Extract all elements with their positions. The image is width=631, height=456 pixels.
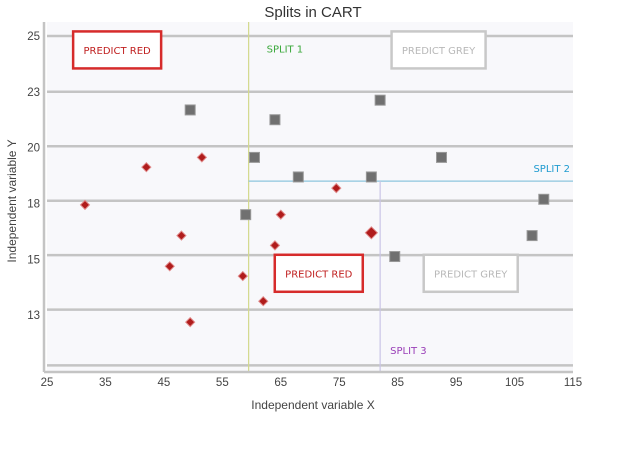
red-point bbox=[141, 161, 152, 173]
prediction-label: PREDICT GREY bbox=[434, 269, 508, 280]
axes: 25 35 45 55 65 75 85 95 105 115 25 23 20 18 15 13 bbox=[27, 22, 582, 389]
x-tick-label: 45 bbox=[157, 377, 170, 389]
red-point bbox=[275, 209, 286, 220]
y-tick-label: 13 bbox=[27, 310, 40, 322]
data-points bbox=[79, 56, 550, 328]
y-tick-label: 20 bbox=[27, 143, 40, 155]
grey-point bbox=[538, 193, 550, 205]
grey-point bbox=[184, 104, 196, 116]
grey-point bbox=[436, 151, 447, 163]
split-label: SPLIT 3 bbox=[390, 346, 427, 357]
red-point bbox=[164, 261, 175, 272]
split-label: SPLIT 2 bbox=[533, 164, 570, 175]
grey-point bbox=[240, 209, 252, 221]
prediction-label: PREDICT RED bbox=[84, 46, 151, 57]
prediction-box bbox=[390, 30, 487, 70]
x-tick-label: 25 bbox=[41, 377, 54, 389]
red-point bbox=[258, 295, 269, 307]
prediction-box bbox=[422, 253, 519, 294]
grey-point bbox=[389, 251, 401, 263]
red-point bbox=[176, 230, 187, 241]
y-tick-label: 25 bbox=[27, 31, 40, 43]
grey-point bbox=[292, 171, 304, 183]
red-point bbox=[364, 226, 379, 240]
y-tick-label: 23 bbox=[27, 87, 40, 99]
prediction-box bbox=[273, 253, 365, 294]
split-label: SPLIT 1 bbox=[267, 45, 304, 56]
red-point bbox=[237, 270, 248, 282]
x-tick-label: 95 bbox=[450, 377, 463, 389]
x-tick-label: 75 bbox=[333, 377, 346, 389]
x-tick-label: 105 bbox=[505, 377, 524, 389]
grey-point bbox=[365, 171, 377, 183]
red-point bbox=[331, 182, 342, 194]
x-tick-label: 85 bbox=[391, 377, 404, 389]
prediction-label: PREDICT RED bbox=[285, 269, 352, 280]
red-point bbox=[79, 199, 91, 211]
annotations: PREDICT RED PREDICT GREY PREDICT RED PREDIC… bbox=[71, 30, 519, 294]
red-point bbox=[184, 316, 196, 328]
chart-title: Splits in CART bbox=[264, 4, 361, 21]
x-tick-label: 55 bbox=[216, 377, 229, 389]
grey-point bbox=[248, 151, 260, 163]
plot-background bbox=[47, 22, 573, 371]
y-tick-label: 15 bbox=[27, 254, 40, 266]
y-axis-label: Independent variable Y bbox=[5, 139, 19, 262]
grey-point bbox=[374, 94, 386, 106]
prediction-box bbox=[71, 30, 163, 70]
grey-point bbox=[526, 230, 538, 242]
grey-point bbox=[269, 114, 281, 126]
x-tick-label: 35 bbox=[99, 377, 112, 389]
x-tick-label: 115 bbox=[564, 377, 582, 389]
prediction-label: PREDICT GREY bbox=[402, 46, 476, 57]
x-axis-label: Independent variable X bbox=[251, 398, 374, 412]
y-tick-label: 18 bbox=[27, 198, 40, 210]
red-point bbox=[196, 152, 208, 163]
x-tick-label: 65 bbox=[274, 377, 287, 389]
grid-lines bbox=[47, 22, 573, 371]
red-point bbox=[269, 240, 281, 251]
